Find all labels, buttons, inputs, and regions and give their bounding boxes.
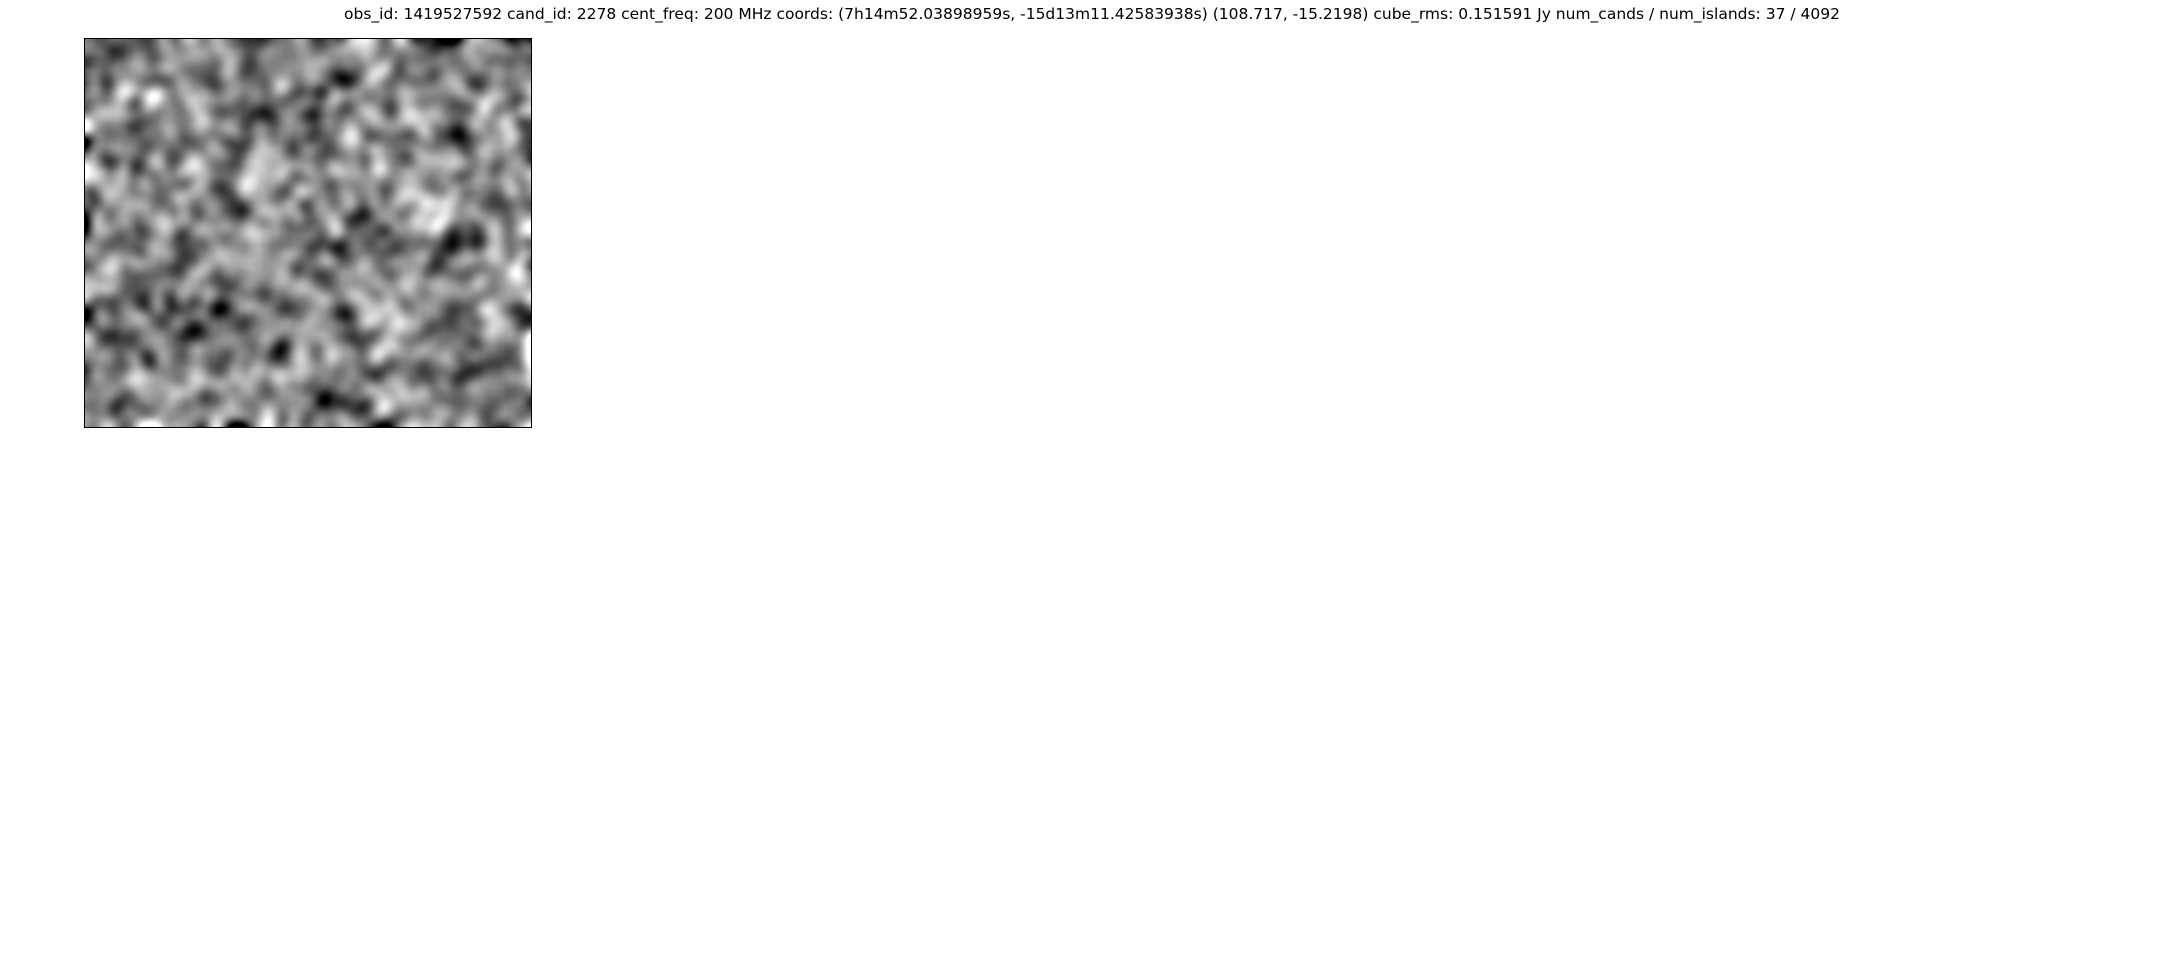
figure-title: obs_id: 1419527592 cand_id: 2278 cent_fr… [344,5,1840,23]
transient-cube-image [84,38,532,428]
